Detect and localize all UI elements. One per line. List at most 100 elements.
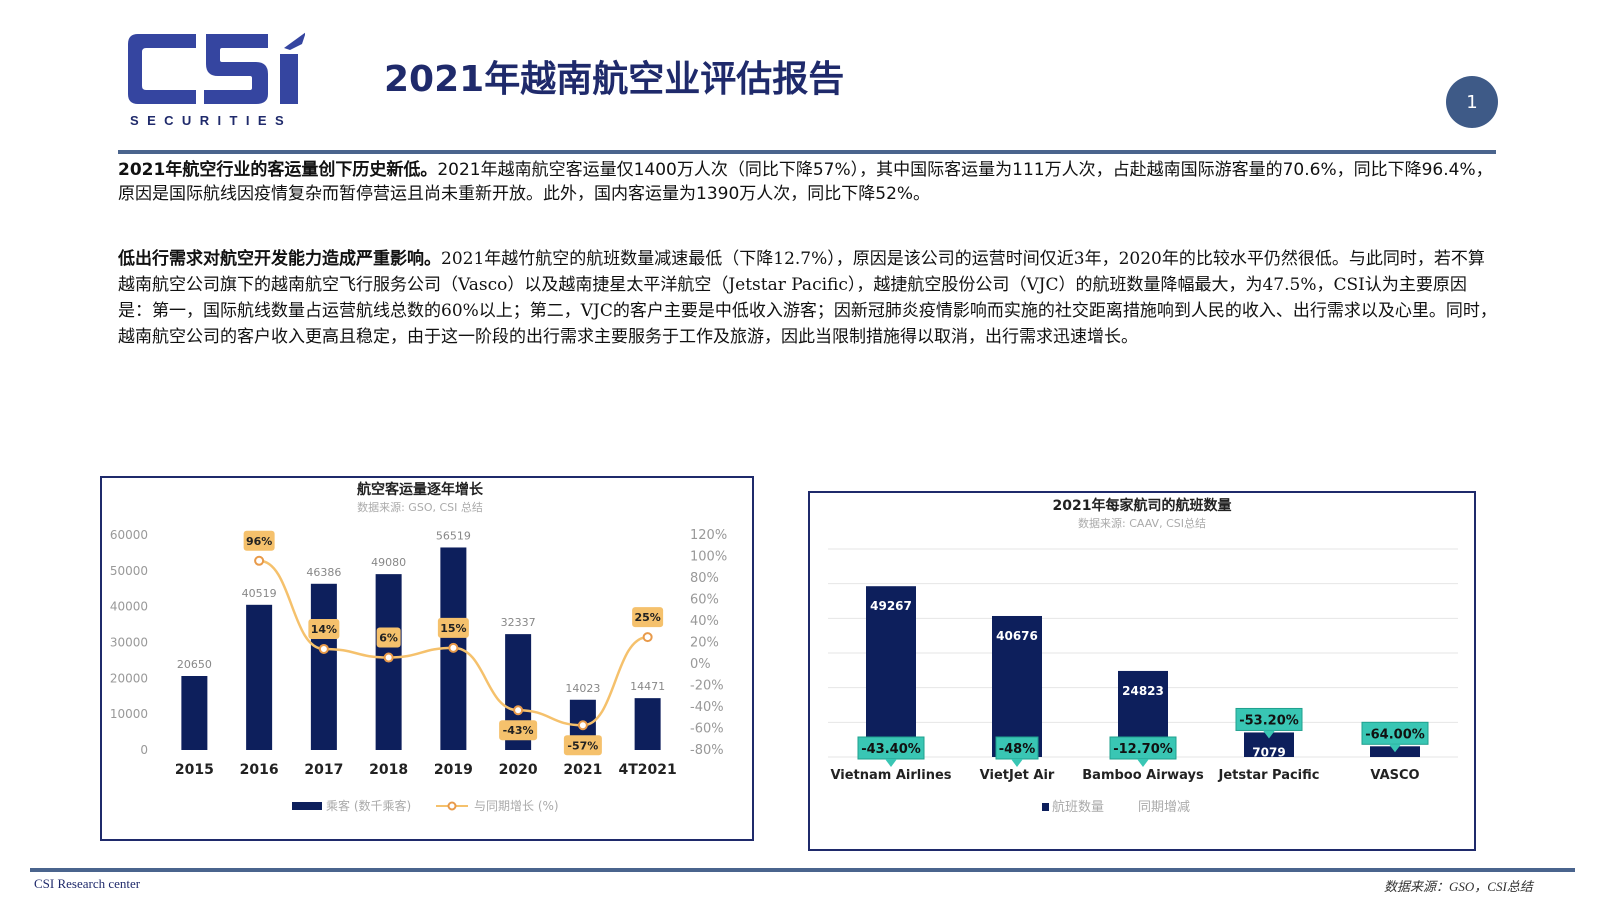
- y-left-tick-label: 30000: [110, 636, 148, 650]
- bar-data-label: 40519: [242, 587, 277, 600]
- csi-logo: [128, 32, 305, 104]
- x-tick-label: 2017: [304, 762, 343, 778]
- logo-subtitle: SECURITIES: [130, 113, 293, 128]
- y-left-tick-label: 10000: [110, 707, 148, 721]
- passenger-bar: [634, 698, 661, 750]
- paragraph-body: 2021年越南航空客运量仅1400万人次（同比下降57%），其中国际客运量为11…: [118, 160, 1493, 204]
- growth-point: [577, 720, 588, 731]
- x-tick-label: 2016: [240, 762, 279, 778]
- chart-title: 2021年每家航司的航班数量: [1053, 497, 1232, 514]
- growth-label-box: [437, 617, 469, 638]
- y-right-tick-label: -40%: [690, 700, 724, 715]
- y-right-tick-label: 100%: [690, 550, 727, 565]
- y-right-tick-label: 40%: [690, 614, 719, 629]
- passenger-bar: [310, 583, 337, 750]
- growth-point: [642, 632, 653, 643]
- bar-data-label: 46386: [306, 566, 341, 579]
- flights-per-airline-chart: 2021年每家航司的航班数量 数据来源: CAAV, CSI总结 49267 Viet…: [808, 491, 1476, 851]
- paragraph-lead: 低出行需求对航空开发能力造成严重影响。: [118, 249, 441, 269]
- x-tick-label: 2018: [369, 762, 408, 778]
- bar-data-label: 14471: [630, 680, 665, 693]
- paragraph-body: 2021年越竹航空的航班数量减速最低（下降12.7%），原因是该公司的运营时间仅…: [118, 249, 1497, 347]
- y-right-tick-label: 0%: [690, 657, 711, 672]
- passenger-bar: [181, 676, 208, 750]
- growth-label-box: [499, 720, 538, 741]
- page-number-badge: 1: [1446, 76, 1498, 128]
- bar-data-label: 56519: [436, 529, 471, 542]
- header-divider: [118, 150, 1496, 154]
- x-tick-label: 2021: [563, 762, 602, 778]
- change-data-label: -48%: [999, 742, 1036, 757]
- change-data-label: -43.40%: [861, 742, 921, 757]
- growth-data-label: 15%: [440, 622, 466, 635]
- growth-point: [383, 652, 394, 663]
- flights-bar: [992, 615, 1042, 757]
- change-arrow: [1011, 759, 1023, 767]
- change-arrow: [1137, 759, 1149, 767]
- change-arrow: [1263, 730, 1275, 739]
- y-right-tick-label: 120%: [690, 528, 727, 543]
- bar-data-label: 32337: [501, 616, 536, 629]
- growth-label-box: [563, 735, 602, 756]
- change-arrow: [885, 759, 897, 767]
- growth-data-label: 6%: [379, 632, 398, 645]
- legend-bar-swatch: [1042, 803, 1049, 811]
- x-tick-label: Jetstar Pacific: [1218, 768, 1320, 783]
- chart-title: 航空客运量逐年增长: [357, 481, 484, 498]
- x-tick-label: VietJet Air: [980, 768, 1055, 783]
- change-arrow: [1389, 744, 1401, 753]
- y-left-tick-label: 40000: [110, 600, 148, 614]
- growth-point: [513, 705, 524, 716]
- bar-data-label: 40676: [996, 629, 1038, 643]
- flights-bar: [866, 586, 916, 757]
- growth-point: [254, 555, 265, 566]
- y-left-tick-label: 0: [140, 743, 148, 757]
- chart-subtitle: 数据来源: GSO, CSI 总结: [357, 500, 483, 514]
- legend-line-label: 与同期增长 (%): [474, 799, 559, 813]
- chart-subtitle: 数据来源: CAAV, CSI总结: [1078, 516, 1206, 530]
- bar-data-label: 14023: [565, 682, 600, 695]
- x-tick-label: Vietnam Airlines: [830, 768, 951, 783]
- growth-data-label: 14%: [311, 623, 337, 636]
- paragraph-lead: 2021年航空行业的客运量创下历史新低。: [118, 160, 438, 180]
- growth-data-label: 96%: [246, 535, 272, 548]
- footer-source-left: CSI Research center: [34, 876, 141, 891]
- growth-data-label: -57%: [567, 739, 598, 752]
- bar-data-label: 7079: [1252, 745, 1285, 759]
- y-left-tick-label: 50000: [110, 564, 148, 578]
- growth-data-label: 25%: [634, 611, 660, 624]
- change-data-label: -64.00%: [1365, 727, 1425, 742]
- y-right-tick-label: 60%: [690, 593, 719, 608]
- legend-line-marker: [447, 801, 457, 811]
- page-title: 2021年越南航空业评估报告: [384, 59, 845, 100]
- y-right-tick-label: -20%: [690, 679, 724, 694]
- x-tick-label: 2019: [434, 762, 473, 778]
- passenger-growth-chart: 航空客运量逐年增长 数据来源: GSO, CSI 总结 60000 50000 4000…: [100, 476, 754, 841]
- growth-label-box: [632, 607, 664, 628]
- paragraph-passenger-volume: 2021年航空行业的客运量创下历史新低。2021年越南航空客运量仅1400万人次…: [118, 158, 1498, 206]
- legend-bar-label: 航班数量: [1052, 799, 1104, 815]
- footer-divider: [30, 868, 1575, 872]
- bar-data-label: 49080: [371, 556, 406, 569]
- legend-bar-label: 乘客 (数千乘客): [326, 798, 411, 813]
- bar-data-label: 24823: [1122, 684, 1164, 698]
- legend-change-label: 同期增减: [1138, 800, 1190, 815]
- paragraph-demand-impact: 低出行需求对航空开发能力造成严重影响。2021年越竹航空的航班数量减速最低（下降…: [118, 246, 1498, 350]
- growth-point: [318, 643, 329, 654]
- y-right-tick-label: -60%: [690, 722, 724, 737]
- y-right-tick-label: 20%: [690, 636, 719, 651]
- legend-bar-swatch: [292, 802, 322, 810]
- growth-label-box: [376, 627, 401, 648]
- footer-source-right: 数据来源：GSO，CSI总结: [1384, 879, 1533, 894]
- x-tick-label: 4T2021: [618, 762, 676, 778]
- change-label-box: [1361, 721, 1429, 745]
- growth-label-box: [243, 530, 275, 551]
- bar-data-label: 20650: [177, 658, 212, 671]
- x-tick-label: Bamboo Airways: [1082, 768, 1204, 783]
- x-tick-label: VASCO: [1370, 768, 1419, 783]
- y-left-tick-label: 60000: [110, 528, 148, 542]
- y-right-tick-label: -80%: [690, 743, 724, 758]
- growth-point: [448, 642, 459, 653]
